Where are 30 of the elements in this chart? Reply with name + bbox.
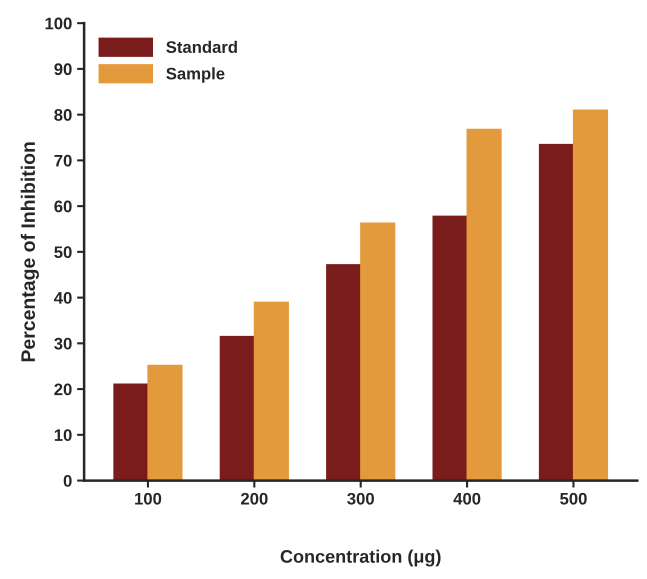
y-tick-label: 20 (54, 383, 72, 396)
x-tick-label: 500 (560, 492, 587, 505)
x-tick-label: 400 (453, 492, 480, 505)
y-axis-title: Percentage of Inhibition (20, 142, 39, 362)
y-tick-label: 90 (54, 63, 72, 76)
x-tick-label: 300 (347, 492, 374, 505)
y-tick-label: 50 (54, 246, 72, 258)
bar (113, 384, 148, 481)
y-tick-label: 10 (54, 429, 72, 442)
x-axis-title: Concentration (μg) (280, 550, 441, 566)
y-tick-label: 40 (54, 292, 72, 304)
y-tick-label: 80 (54, 109, 72, 121)
bar (432, 216, 468, 481)
bar (360, 222, 396, 481)
x-tick-label: 100 (135, 492, 162, 505)
bar (220, 336, 255, 481)
legend-label: Sample (166, 67, 224, 83)
bar (326, 264, 362, 481)
bar (572, 110, 608, 481)
y-tick-label: 100 (46, 18, 72, 30)
bar (147, 364, 183, 481)
bar (538, 144, 574, 481)
bar (254, 302, 289, 481)
x-tick-label: 200 (240, 492, 268, 505)
y-tick-label: 70 (54, 154, 72, 167)
y-tick-label: 30 (54, 338, 72, 350)
legend-label: Standard (166, 40, 237, 53)
bar (466, 128, 502, 481)
y-tick-label: 0 (64, 474, 72, 487)
y-tick-label: 60 (54, 200, 72, 212)
